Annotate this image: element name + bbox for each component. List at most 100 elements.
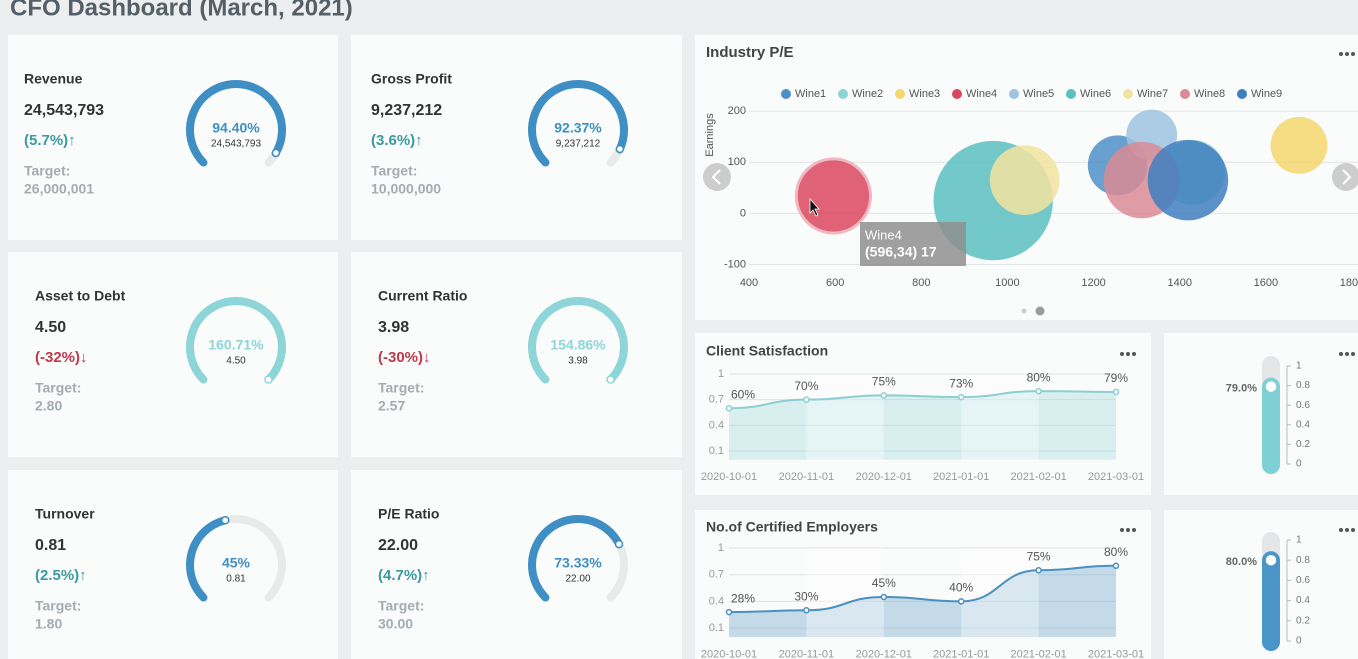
page-dot[interactable]	[1035, 306, 1045, 316]
gauge-handle	[606, 375, 615, 384]
target-value: 26,000,001	[24, 181, 94, 197]
legend-swatch	[1237, 89, 1247, 99]
band	[961, 548, 1039, 637]
point	[880, 593, 888, 601]
plot	[794, 109, 1328, 261]
tick-label: 1	[1296, 361, 1302, 372]
thermo-handle	[1264, 379, 1278, 394]
legend-label: Wine4	[966, 88, 997, 100]
gauge-sublabel: 3.98	[568, 356, 588, 367]
bubble	[989, 145, 1060, 215]
menu-button[interactable]	[1120, 352, 1136, 356]
data-label: 80%	[1027, 370, 1051, 384]
gauge-label: 154.86%	[550, 337, 606, 353]
chart-panel	[1164, 510, 1358, 659]
x-tick-label: 2021-01-01	[933, 471, 989, 483]
page-dot[interactable]	[1021, 308, 1027, 314]
kpi-name: Turnover	[35, 506, 95, 522]
menu-button[interactable]	[1120, 528, 1136, 532]
kpi-change: (-30%)↓	[378, 349, 431, 366]
y-tick-label: 0.7	[709, 394, 724, 406]
legend-label: Wine9	[1251, 88, 1282, 100]
kpi-name: Gross Profit	[371, 71, 452, 87]
gauge-label: 45%	[222, 555, 251, 571]
kpi-name: Current Ratio	[378, 288, 467, 304]
y-tick-label: 0.4	[709, 419, 724, 431]
bubble	[1270, 116, 1328, 174]
x-tick-label: 2020-10-01	[701, 471, 757, 483]
kpi-value: 24,543,793	[24, 102, 104, 119]
x-tick-label: 1400	[1167, 277, 1191, 289]
data-label: 73%	[949, 376, 973, 390]
band	[806, 548, 884, 637]
legend-label: Wine5	[1023, 88, 1054, 100]
point	[725, 404, 733, 412]
legend-swatch	[952, 89, 962, 99]
x-tick-label: 1000	[995, 277, 1019, 289]
x-tick-label: 1200	[1081, 277, 1105, 289]
kpi-change: (5.7%)↑	[24, 132, 76, 149]
value-label: 80.0%	[1226, 556, 1257, 568]
tick-label: 0.6	[1296, 575, 1310, 586]
x-tick-label: 2020-11-01	[779, 648, 834, 659]
legend-label: Wine7	[1137, 88, 1168, 100]
gauge-label: 160.71%	[208, 337, 264, 353]
gauge-arc	[528, 80, 628, 167]
y-tick-label: 0.4	[709, 595, 724, 607]
thermo-handle	[1264, 553, 1278, 567]
bubble	[794, 157, 873, 235]
gauge-handle	[220, 516, 230, 525]
data-label: 75%	[872, 375, 896, 389]
tick-label: 0.4	[1296, 595, 1310, 606]
data-label: 28%	[731, 591, 755, 605]
area	[729, 565, 1116, 637]
point	[725, 608, 733, 616]
point	[1035, 567, 1042, 574]
data-label: 70%	[794, 379, 818, 393]
legend-label: Wine6	[1080, 88, 1111, 100]
legend-label: Wine2	[852, 88, 883, 100]
target-value: 2.80	[35, 398, 62, 414]
value-label: 79.0%	[1226, 382, 1257, 394]
tooltip-text: (596,34) 17	[865, 244, 937, 260]
area	[729, 391, 1116, 460]
band	[961, 374, 1039, 460]
y-tick-label: 1	[718, 542, 724, 554]
chart-panel	[695, 333, 1151, 495]
tick-label: 0.2	[1296, 439, 1310, 450]
point	[1112, 388, 1120, 396]
menu-button[interactable]	[1339, 352, 1355, 356]
data-label: 45%	[872, 576, 896, 590]
x-tick-label: 1800	[1340, 277, 1358, 289]
data-label: 79%	[1104, 371, 1128, 385]
next-button[interactable]	[1332, 163, 1358, 191]
page-title: CFO Dashboard (March, 2021)	[10, 0, 353, 21]
content: Revenue 24,543,793 (5.7%)↑ Target: 26,000,00…	[24, 44, 1358, 659]
target-value: 2.57	[378, 398, 405, 414]
menu-button[interactable]	[1339, 52, 1355, 56]
tick-label: 0	[1296, 636, 1302, 647]
x-tick-label: 800	[912, 277, 930, 289]
target-value: 30.00	[378, 616, 413, 632]
target-label: Target:	[35, 380, 81, 396]
gauge-arc	[186, 80, 286, 167]
x-tick-label: 600	[826, 277, 844, 289]
gauge-arc	[186, 297, 286, 384]
point	[957, 393, 965, 401]
menu-button[interactable]	[1339, 528, 1355, 532]
y-tick-label: 0.1	[709, 445, 724, 457]
y-tick-label: 0	[740, 207, 746, 219]
tooltip-title: Wine4	[865, 227, 902, 242]
y-tick-label: 100	[728, 156, 746, 168]
thermo-fill	[1262, 377, 1280, 474]
prev-button[interactable]	[703, 163, 731, 191]
gauge-handle	[615, 144, 625, 154]
x-tick-label: 2020-12-01	[856, 648, 912, 659]
gauge-sublabel: 22.00	[565, 574, 590, 585]
kpi-name: P/E Ratio	[378, 506, 439, 522]
legend-swatch	[1066, 89, 1076, 99]
gauge-label: 92.37%	[554, 120, 602, 136]
legend-swatch	[1009, 89, 1019, 99]
